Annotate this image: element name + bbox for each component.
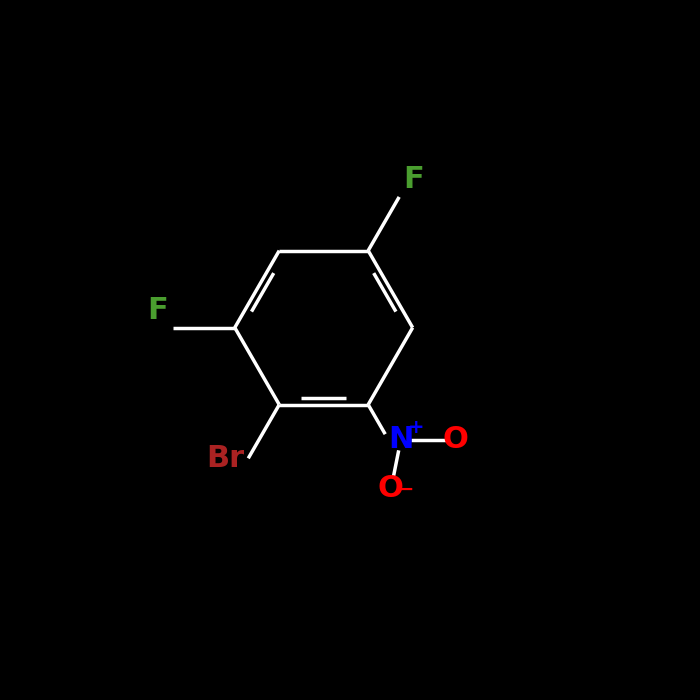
Text: O: O — [442, 425, 468, 454]
Text: −: − — [398, 480, 414, 499]
Text: F: F — [148, 296, 169, 325]
Text: +: + — [408, 418, 425, 438]
Text: O: O — [378, 474, 404, 503]
Text: Br: Br — [206, 444, 244, 473]
Text: N: N — [389, 425, 414, 454]
Text: F: F — [403, 165, 424, 194]
